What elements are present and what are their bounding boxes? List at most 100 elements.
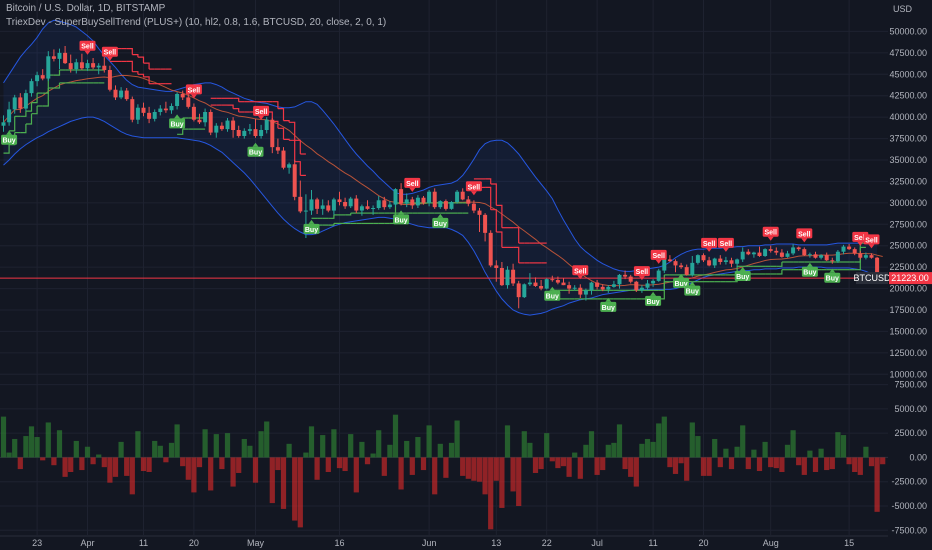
sell-signal-label: Sell [574, 268, 587, 275]
candle [628, 274, 633, 284]
sell-signal: Sell [101, 46, 118, 61]
candle-body [107, 70, 112, 90]
candle-body [477, 210, 482, 215]
buy-signal-box [303, 223, 320, 234]
candle-body [186, 97, 191, 107]
sell-signal-label: Sell [798, 231, 811, 238]
supertrend-fast-segment [132, 71, 139, 75]
candle-body [751, 252, 756, 255]
sell-signal: Sell [762, 226, 779, 241]
osc-bar [745, 457, 751, 470]
buy-signal: Buy [645, 291, 662, 306]
candle-body [466, 199, 471, 204]
bollinger-bands [3, 19, 883, 316]
symbol-title[interactable]: Bitcoin / U.S. Dollar, 1D, BITSTAMP [6, 3, 166, 14]
buy-signal: Buy [684, 281, 701, 296]
candle-body [303, 210, 308, 212]
candle [399, 183, 404, 206]
osc-bar [62, 457, 68, 477]
price-tick-label: 27500.00 [889, 219, 927, 229]
candle [623, 270, 628, 280]
sell-signal-arrow [84, 50, 91, 55]
candle [572, 285, 577, 291]
price-axis[interactable]: USD 50000.00 47500.00 45000.00 42500.00 40000… [853, 0, 932, 550]
candle [443, 199, 448, 211]
osc-bar [650, 441, 656, 458]
candle-body [147, 112, 152, 119]
candle [382, 196, 387, 210]
candle-body [1, 122, 6, 126]
candle-body [63, 52, 68, 64]
osc-bar [90, 457, 96, 465]
candle [253, 118, 258, 138]
candle-body [158, 108, 163, 112]
candle-body [847, 246, 852, 250]
candle [376, 196, 381, 210]
candle-body [651, 280, 656, 284]
sell-signal: Sell [701, 237, 718, 252]
candle-body [595, 282, 600, 287]
candle-body [427, 191, 432, 203]
sell-signal-label: Sell [854, 235, 867, 242]
candle [337, 191, 342, 206]
osc-bar [308, 426, 315, 458]
candle-body [359, 206, 364, 211]
candle [225, 118, 230, 132]
candle [35, 71, 40, 87]
osc-bar [96, 454, 102, 458]
candle [12, 94, 17, 114]
osc-bar [404, 440, 410, 458]
candle [830, 257, 835, 264]
candle [57, 48, 62, 70]
candle-body [102, 65, 107, 70]
sell-signal: Sell [717, 237, 734, 252]
candle-body [219, 125, 224, 130]
osc-bar [790, 430, 796, 458]
sell-signal-label: Sell [255, 109, 268, 116]
candle-body [533, 282, 538, 286]
candle-body [175, 94, 180, 106]
osc-bar [840, 435, 847, 458]
supertrend-slow-segment [277, 108, 285, 121]
indicator-title[interactable]: TriexDev - SuperBuySellTrend (PLUS+) (10… [6, 17, 387, 28]
candle [729, 257, 734, 268]
supertrend-fast-segment [490, 209, 497, 232]
candle [807, 252, 812, 258]
supertrend-slow-segment [126, 48, 133, 55]
candle-body [746, 251, 751, 255]
osc-tick-label: 0.00 [909, 452, 927, 462]
candle [751, 251, 756, 258]
candle-body [74, 62, 79, 70]
candle [298, 180, 303, 214]
candle-body [572, 287, 577, 289]
osc-bar [191, 457, 197, 493]
osc-bar [723, 448, 729, 458]
candle-body [712, 258, 717, 266]
osc-bar [152, 440, 158, 458]
supertrend-fast-segment [137, 73, 145, 77]
candle [275, 138, 280, 154]
osc-bar [801, 457, 807, 475]
buy-signal-arrow [398, 210, 405, 215]
sell-signal-box [650, 249, 667, 260]
osc-bar [252, 457, 259, 483]
osc-bar [818, 448, 824, 458]
candle [813, 251, 818, 259]
time-tick-label: Jul [591, 538, 603, 548]
candle-body [835, 251, 840, 262]
osc-bar [880, 457, 886, 465]
buy-signal-arrow [689, 281, 696, 286]
osc-bar [672, 457, 679, 474]
supertrend-slow-segment [272, 101, 279, 109]
candle [802, 247, 807, 256]
candle-body [875, 257, 880, 279]
buy-signal-label: Buy [646, 299, 659, 306]
candle-body [152, 112, 157, 119]
time-axis[interactable]: 23 Apr 11 20 May 16 Jun 13 22 Jul 11 20 Aug 15 [0, 535, 888, 550]
sell-signal-label: Sell [703, 241, 716, 248]
candle-body [499, 268, 504, 286]
price-tick-label: 42500.00 [889, 91, 927, 101]
candle-body [51, 56, 56, 59]
candle [606, 285, 611, 293]
